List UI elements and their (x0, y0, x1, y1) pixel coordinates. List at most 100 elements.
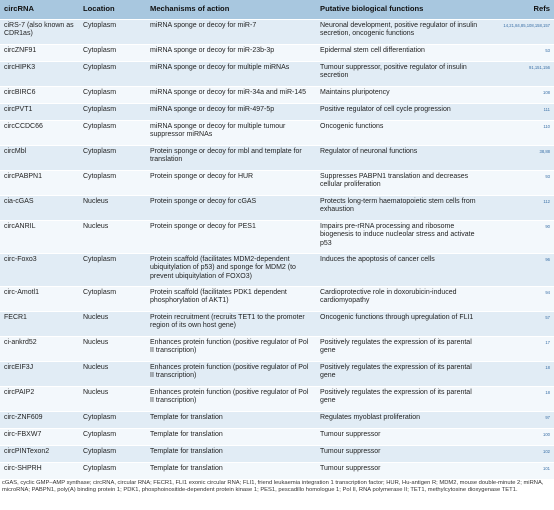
cell-mechanism: Template for translation (146, 462, 316, 480)
cell-location: Cytoplasm (79, 411, 146, 429)
cell-refs[interactable]: 102 (490, 445, 554, 463)
cell-location: Cytoplasm (79, 253, 146, 287)
cell-refs[interactable]: 18 (490, 361, 554, 387)
cell-circrna: circZNF91 (0, 44, 79, 62)
cell-function: Neuronal development, positive regulator… (316, 19, 490, 45)
table-row: circPINTexon2 Cytoplasm Template for trans… (0, 445, 554, 463)
cell-circrna: ciRS-7 (also known as CDR1as) (0, 19, 79, 45)
table-row: circZNF91 Cytoplasm miRNA sponge or decoy … (0, 44, 554, 62)
cell-function: Oncogenic functions (316, 120, 490, 146)
cell-location: Nucleus (79, 336, 146, 362)
cell-location: Nucleus (79, 311, 146, 337)
cell-mechanism: miRNA sponge or decoy for multiple tumou… (146, 120, 316, 146)
cell-circrna: circCCDC66 (0, 120, 79, 146)
table-row: circMbl Cytoplasm Protein sponge or decoy … (0, 145, 554, 171)
table-row: circHIPK3 Cytoplasm miRNA sponge or decoy … (0, 61, 554, 87)
cell-circrna: circEIF3J (0, 361, 79, 387)
cell-mechanism: miRNA sponge or decoy for miR-497-5p (146, 103, 316, 121)
cell-function: Positively regulates the expression of i… (316, 336, 490, 362)
cell-location: Cytoplasm (79, 103, 146, 121)
cell-refs[interactable]: 101 (490, 462, 554, 480)
cell-location: Cytoplasm (79, 44, 146, 62)
table-row: ciRS-7 (also known as CDR1as) Cytoplasm mi… (0, 19, 554, 45)
cell-refs[interactable]: 53 (490, 44, 554, 62)
cell-mechanism: miRNA sponge or decoy for miR-23b-3p (146, 44, 316, 62)
cell-mechanism: Enhances protein function (positive regu… (146, 336, 316, 362)
cell-circrna: circPVT1 (0, 103, 79, 121)
cell-refs[interactable]: 91,151,156 (490, 61, 554, 87)
cell-circrna: circBIRC6 (0, 86, 79, 104)
cell-location: Cytoplasm (79, 445, 146, 463)
cell-mechanism: Template for translation (146, 445, 316, 463)
cell-refs[interactable]: 90 (490, 220, 554, 254)
cell-circrna: circANRIL (0, 220, 79, 254)
cell-refs[interactable]: 100 (490, 428, 554, 446)
cell-refs[interactable]: 93 (490, 170, 554, 196)
cell-refs[interactable]: 38,88 (490, 145, 554, 171)
cell-mechanism: Protein sponge or decoy for PES1 (146, 220, 316, 254)
cell-circrna: FECR1 (0, 311, 79, 337)
cell-refs[interactable]: 57 (490, 311, 554, 337)
cell-function: Positively regulates the expression of i… (316, 361, 490, 387)
cell-function: Impairs pre-rRNA processing and ribosome… (316, 220, 490, 254)
cell-function: Protects long-term haematopoietic stem c… (316, 195, 490, 221)
cell-mechanism: miRNA sponge or decoy for miR-7 (146, 19, 316, 45)
cell-function: Cardioprotective role in doxorubicin-ind… (316, 286, 490, 312)
cell-refs[interactable]: 108 (490, 86, 554, 104)
cell-refs[interactable]: 97 (490, 411, 554, 429)
table-row: circPAIP2 Nucleus Enhances protein functio… (0, 386, 554, 412)
cell-refs[interactable]: 111 (490, 103, 554, 121)
cell-mechanism: Protein sponge or decoy for mbl and temp… (146, 145, 316, 171)
header-circrna: circRNA (0, 0, 79, 20)
cell-refs[interactable]: 18 (490, 386, 554, 412)
cell-circrna: circ-SHPRH (0, 462, 79, 480)
cell-refs[interactable]: 112 (490, 195, 554, 221)
cell-function: Suppresses PABPN1 translation and decrea… (316, 170, 490, 196)
table-row: circ-Amotl1 Cytoplasm Protein scaffold (fa… (0, 286, 554, 312)
cell-circrna: circMbl (0, 145, 79, 171)
cell-circrna: circHIPK3 (0, 61, 79, 87)
header-mechanism: Mechanisms of action (146, 0, 316, 20)
cell-location: Nucleus (79, 386, 146, 412)
header-location: Location (79, 0, 146, 20)
cell-location: Cytoplasm (79, 428, 146, 446)
cell-circrna: circ-ZNF609 (0, 411, 79, 429)
cell-location: Cytoplasm (79, 86, 146, 104)
cell-mechanism: miRNA sponge or decoy for multiple miRNA… (146, 61, 316, 87)
cell-location: Nucleus (79, 361, 146, 387)
cell-location: Nucleus (79, 220, 146, 254)
table-row: circANRIL Nucleus Protein sponge or decoy … (0, 220, 554, 254)
cell-function: Oncogenic functions through upregulation… (316, 311, 490, 337)
table-row: circPABPN1 Cytoplasm Protein sponge or dec… (0, 170, 554, 196)
cell-circrna: circPINTexon2 (0, 445, 79, 463)
cell-location: Nucleus (79, 195, 146, 221)
cell-mechanism: Template for translation (146, 428, 316, 446)
cell-location: Cytoplasm (79, 286, 146, 312)
cell-function: Regulator of neuronal functions (316, 145, 490, 171)
cell-location: Cytoplasm (79, 145, 146, 171)
cell-mechanism: Protein sponge or decoy for cGAS (146, 195, 316, 221)
cell-mechanism: Protein scaffold (facilitates MDM2-depen… (146, 253, 316, 287)
table-row: FECR1 Nucleus Protein recruitment (recruit… (0, 311, 554, 337)
cell-mechanism: Protein sponge or decoy for HUR (146, 170, 316, 196)
cell-function: Tumour suppressor (316, 428, 490, 446)
cell-mechanism: miRNA sponge or decoy for miR-34a and mi… (146, 86, 316, 104)
cell-refs[interactable]: 17 (490, 336, 554, 362)
cell-function: Positive regulator of cell cycle progres… (316, 103, 490, 121)
cell-circrna: circ-FBXW7 (0, 428, 79, 446)
cell-location: Cytoplasm (79, 120, 146, 146)
circrna-table: circRNA Location Mechanisms of action Pu… (0, 0, 554, 480)
cell-refs[interactable]: 14,21,84,85,108,158,157 (490, 19, 554, 45)
cell-mechanism: Enhances protein function (positive regu… (146, 386, 316, 412)
table-row: circPVT1 Cytoplasm miRNA sponge or decoy f… (0, 103, 554, 121)
cell-circrna: circ-Foxo3 (0, 253, 79, 287)
cell-mechanism: Protein recruitment (recruits TET1 to th… (146, 311, 316, 337)
table-row: circ-SHPRH Cytoplasm Template for translat… (0, 462, 554, 480)
table-body: ciRS-7 (also known as CDR1as) Cytoplasm mi… (0, 19, 554, 480)
cell-refs[interactable]: 110 (490, 120, 554, 146)
cell-refs[interactable]: 94 (490, 286, 554, 312)
cell-refs[interactable]: 96 (490, 253, 554, 287)
table-footnote: cGAS, cyclic GMP–AMP synthase; circRNA, … (2, 480, 544, 493)
cell-circrna: circPABPN1 (0, 170, 79, 196)
